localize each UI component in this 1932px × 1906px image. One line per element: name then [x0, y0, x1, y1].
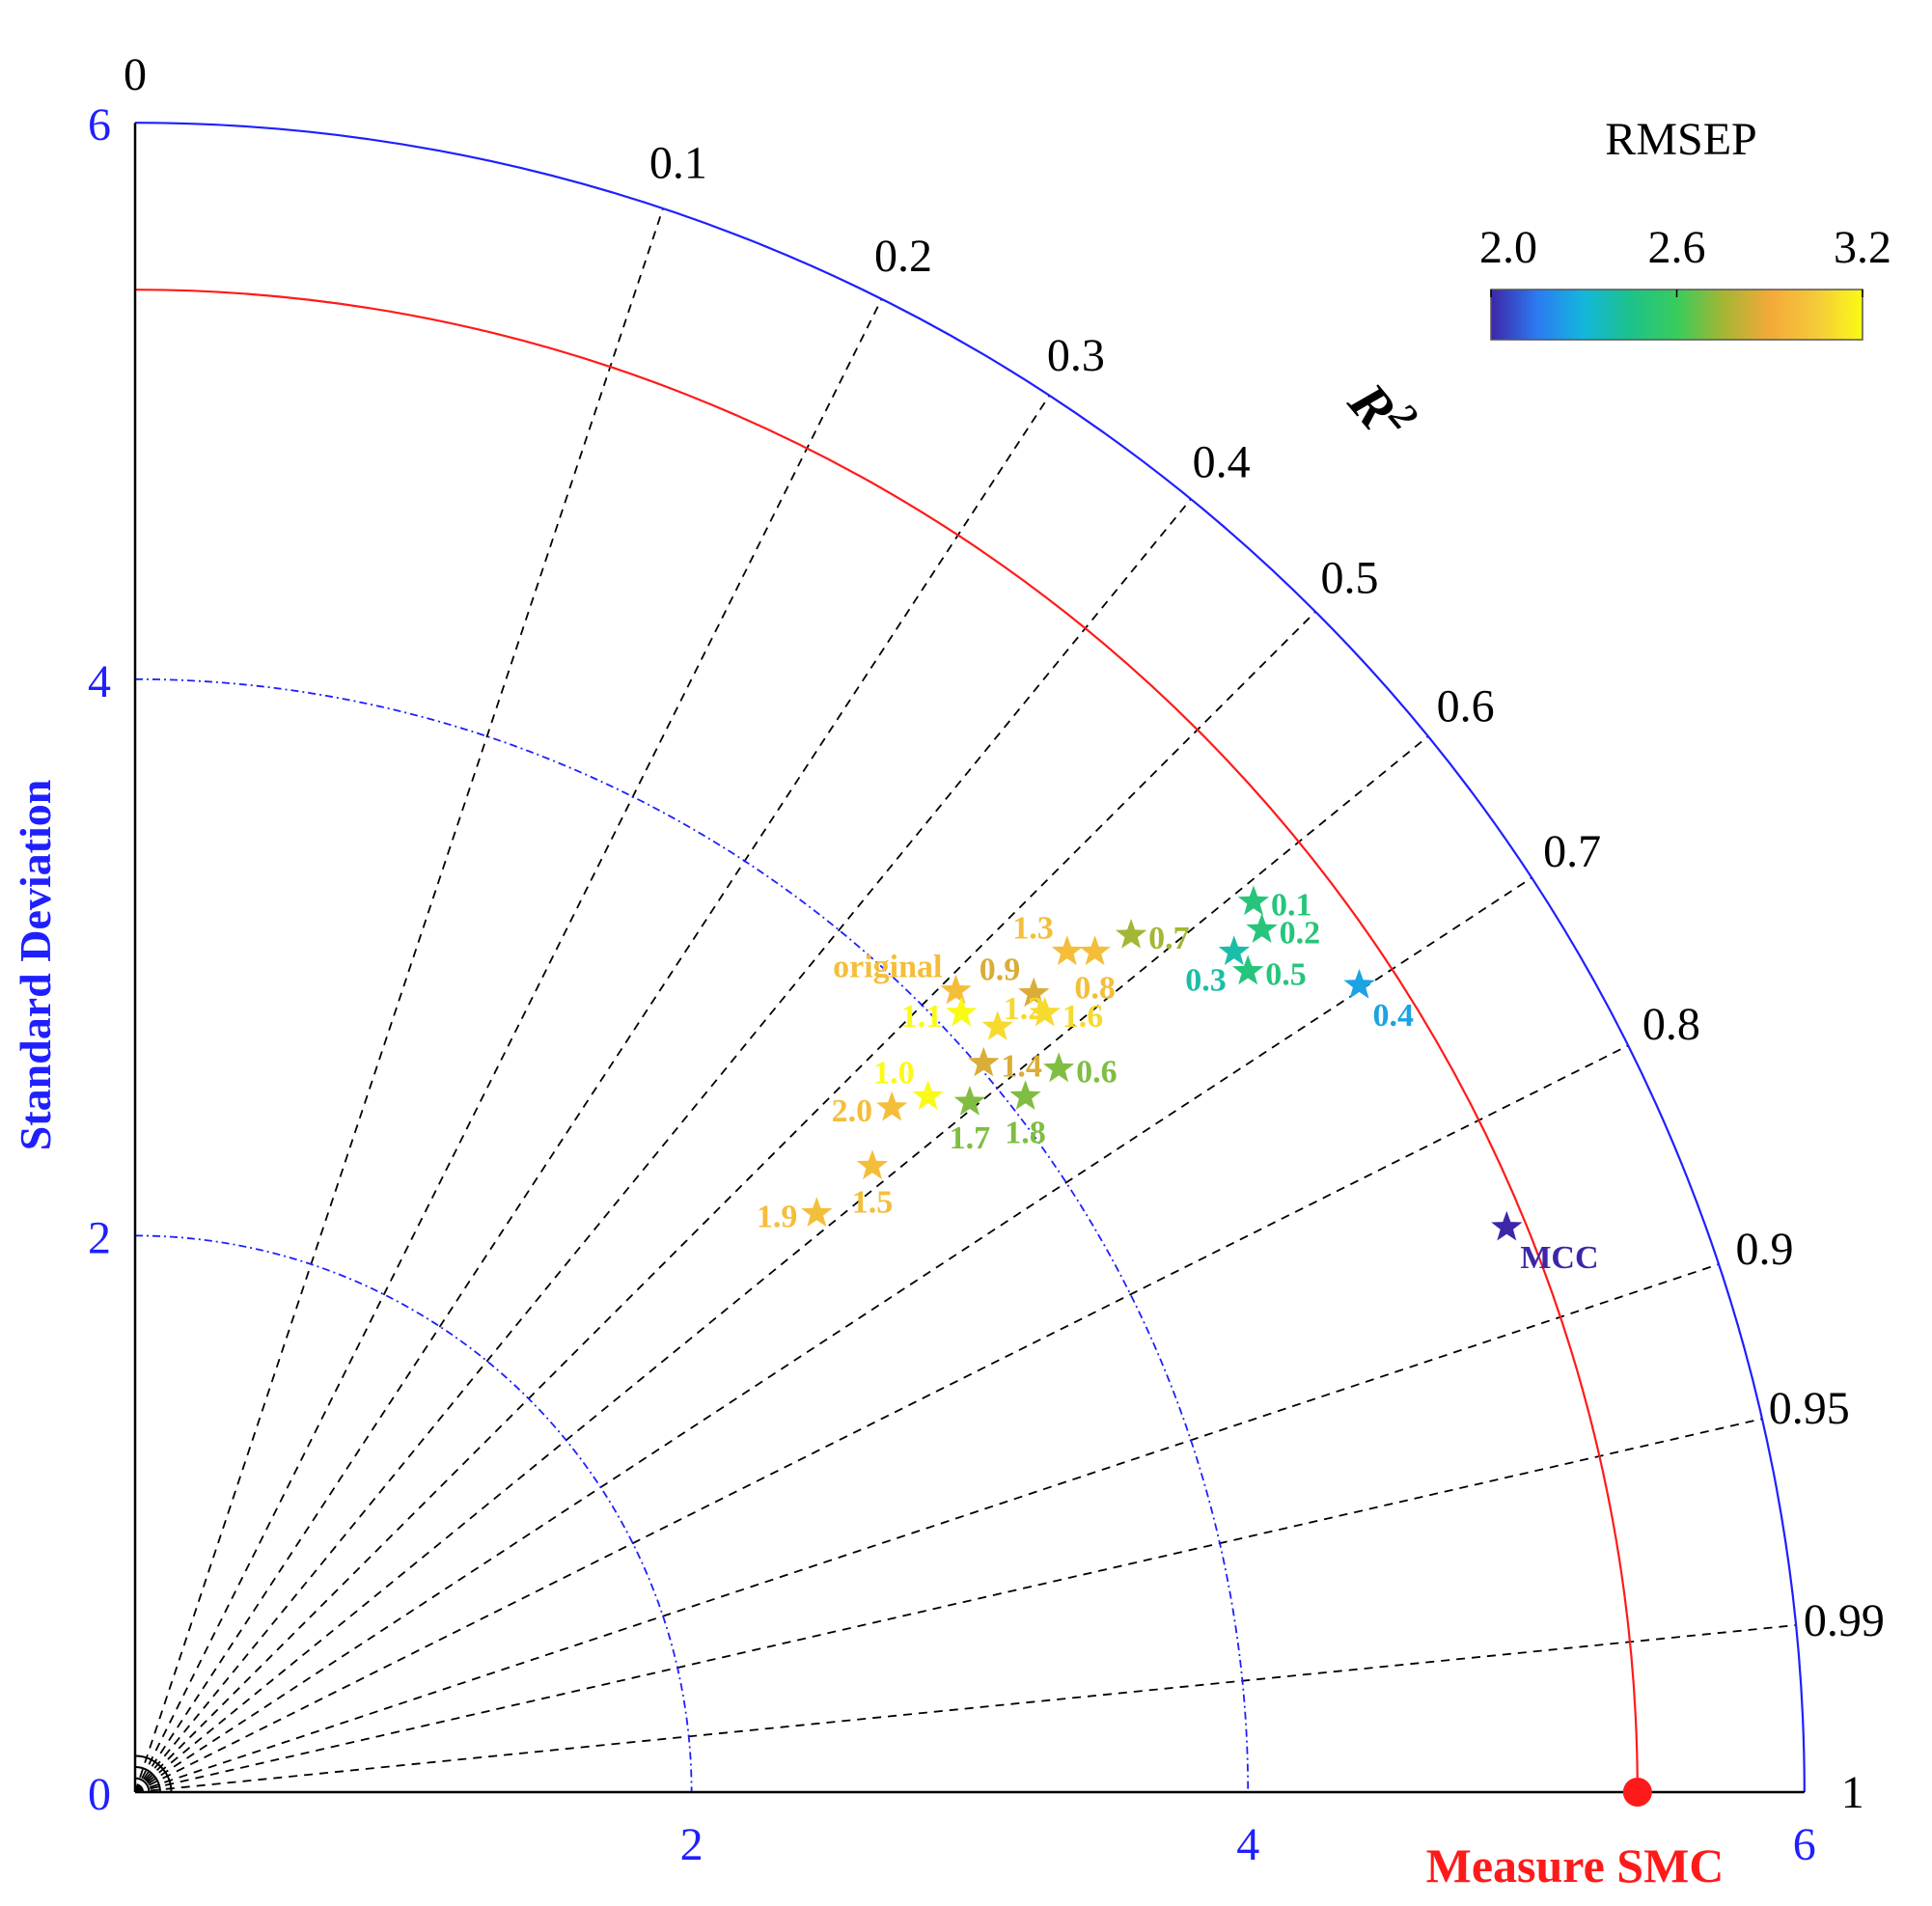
r2-grid-line-0-2 — [134, 298, 883, 1793]
reference-point — [1622, 1778, 1652, 1807]
star-marker-0-2 — [1246, 913, 1278, 943]
colorbar-bar — [1490, 289, 1863, 341]
x-tick-label-4: 4 — [1236, 1819, 1259, 1870]
std-rings — [134, 677, 1250, 1793]
star-marker-0-1 — [1237, 885, 1270, 916]
point-label-0-7: 0.7 — [1148, 921, 1190, 956]
r2-tick-label-0-8: 0.8 — [1642, 999, 1700, 1050]
point-label-0-4: 0.4 — [1373, 998, 1415, 1034]
star-marker-original — [940, 974, 972, 1005]
reference-std-arc — [134, 289, 1639, 1793]
point-label-1-7: 1.7 — [950, 1120, 991, 1156]
std-ring-2 — [134, 1234, 693, 1793]
r2-tick-label-0-6: 0.6 — [1437, 680, 1495, 732]
point-label-1-3: 1.3 — [1012, 910, 1054, 946]
y-tick-label-0: 0 — [88, 1769, 111, 1820]
point-label-1-8: 1.8 — [1005, 1115, 1046, 1150]
star-marker-2-0 — [876, 1091, 908, 1121]
point-label-1-0: 1.0 — [873, 1055, 915, 1091]
r2-tick-label-0-9: 0.9 — [1735, 1224, 1793, 1275]
colorbar-tick-label-2-6: 2.6 — [1648, 222, 1706, 273]
colorbar: 2.0 2.6 3.2 — [1479, 222, 1891, 341]
star-marker-0-5 — [1232, 954, 1264, 985]
r2-tick-label-0-1: 0.1 — [649, 138, 707, 189]
r2-grid-line-0-6 — [134, 735, 1429, 1793]
star-marker-1-8 — [1009, 1080, 1041, 1110]
star-marker-1-4 — [968, 1046, 1000, 1077]
r2-tick-label-0-5: 0.5 — [1321, 552, 1379, 603]
star-marker-1-5 — [856, 1149, 889, 1180]
point-label-mcc: MCC — [1520, 1240, 1598, 1276]
r2-grid-line-0-99 — [134, 1624, 1797, 1793]
star-marker-0-7 — [1115, 919, 1147, 949]
star-marker-0-6 — [1043, 1052, 1075, 1083]
r2-tick-label-0-99: 0.99 — [1804, 1595, 1885, 1646]
colorbar-title: RMSEP — [1605, 114, 1756, 165]
r2-tick-label-0-3: 0.3 — [1047, 330, 1105, 381]
origin-arc-2 — [134, 1766, 161, 1793]
point-label-original: original — [833, 950, 942, 985]
r2-grid-line-0-5 — [134, 611, 1316, 1793]
point-label-0-5: 0.5 — [1265, 957, 1307, 993]
star-marker-0-9 — [1018, 977, 1050, 1008]
r2-grid-line-0-3 — [134, 395, 1051, 1793]
tick-labels: 00.10.20.30.40.50.60.70.80.90.950.991022… — [88, 49, 1885, 1870]
reference-label: Measure SMC — [1426, 1838, 1725, 1892]
star-marker-1-0 — [912, 1080, 944, 1110]
point-label-0-2: 0.2 — [1280, 915, 1321, 951]
point-label-1-6: 1.6 — [1063, 999, 1104, 1035]
y-tick-label-2: 2 — [88, 1212, 111, 1263]
point-label-2-0: 2.0 — [832, 1093, 873, 1129]
r2-grid-line-0-95 — [134, 1418, 1763, 1793]
r2-tick-label-0-2: 0.2 — [874, 231, 932, 282]
star-marker-1-1 — [946, 996, 978, 1027]
colorbar-tick-label-3-2: 3.2 — [1834, 222, 1891, 273]
point-label-1-4: 1.4 — [1001, 1049, 1042, 1085]
data-points: original 0.10.2 0.3 0.4 0.5 0.6 0.7 0.8 0.9 1.0 1.… — [757, 885, 1599, 1276]
correlation-axis-title: R2 — [1336, 366, 1426, 456]
y-axis-title: Standard Deviation — [11, 780, 60, 1151]
origin-arc-1 — [134, 1777, 151, 1793]
r2-tick-label-0: 0 — [124, 49, 147, 100]
star-marker-1-2 — [981, 1010, 1013, 1040]
axes — [133, 122, 1806, 1807]
r2-grid-line-0-1 — [134, 207, 664, 1793]
point-label-1-5: 1.5 — [852, 1184, 894, 1220]
r2-tick-label-0-4: 0.4 — [1193, 436, 1251, 487]
origin-arc-3 — [134, 1754, 173, 1793]
point-label-1-1: 1.1 — [901, 999, 943, 1035]
star-marker-mcc — [1491, 1210, 1523, 1241]
r2-grid-line-0-8 — [134, 1044, 1629, 1793]
r2-grid-line-0-4 — [134, 498, 1192, 1793]
star-marker-1-7 — [953, 1086, 986, 1116]
star-marker-1-9 — [801, 1197, 833, 1228]
x-tick-label-2: 2 — [680, 1819, 704, 1870]
r2-grid-line-0-9 — [134, 1263, 1720, 1793]
star-marker-1-6 — [1029, 996, 1061, 1027]
correlation-grid — [134, 207, 1797, 1793]
star-marker-0-3 — [1218, 935, 1250, 966]
star-marker-1-3 — [1051, 935, 1083, 966]
point-label-0-1: 0.1 — [1271, 887, 1312, 923]
r2-tick-label-0-95: 0.95 — [1769, 1383, 1850, 1434]
star-marker-0-8 — [1079, 935, 1111, 966]
point-label-0-3: 0.3 — [1185, 962, 1227, 998]
r2-grid-line-0-7 — [134, 876, 1532, 1793]
point-label-0-6: 0.6 — [1076, 1054, 1118, 1090]
r2-tick-label-1: 1 — [1841, 1767, 1864, 1818]
point-label-0-9: 0.9 — [980, 953, 1021, 988]
r2-tick-label-0-7: 0.7 — [1543, 826, 1601, 877]
star-marker-0-4 — [1343, 968, 1375, 999]
y-tick-label-4: 4 — [88, 656, 111, 707]
colorbar-tick-label-2-0: 2.0 — [1479, 222, 1537, 273]
x-tick-label-6: 6 — [1793, 1819, 1816, 1870]
std-ring-4 — [134, 677, 1250, 1793]
point-label-1-9: 1.9 — [757, 1199, 798, 1234]
y-tick-label-6: 6 — [88, 99, 111, 151]
point-label-0-8: 0.8 — [1074, 970, 1116, 1006]
outer-arc — [134, 122, 1806, 1793]
